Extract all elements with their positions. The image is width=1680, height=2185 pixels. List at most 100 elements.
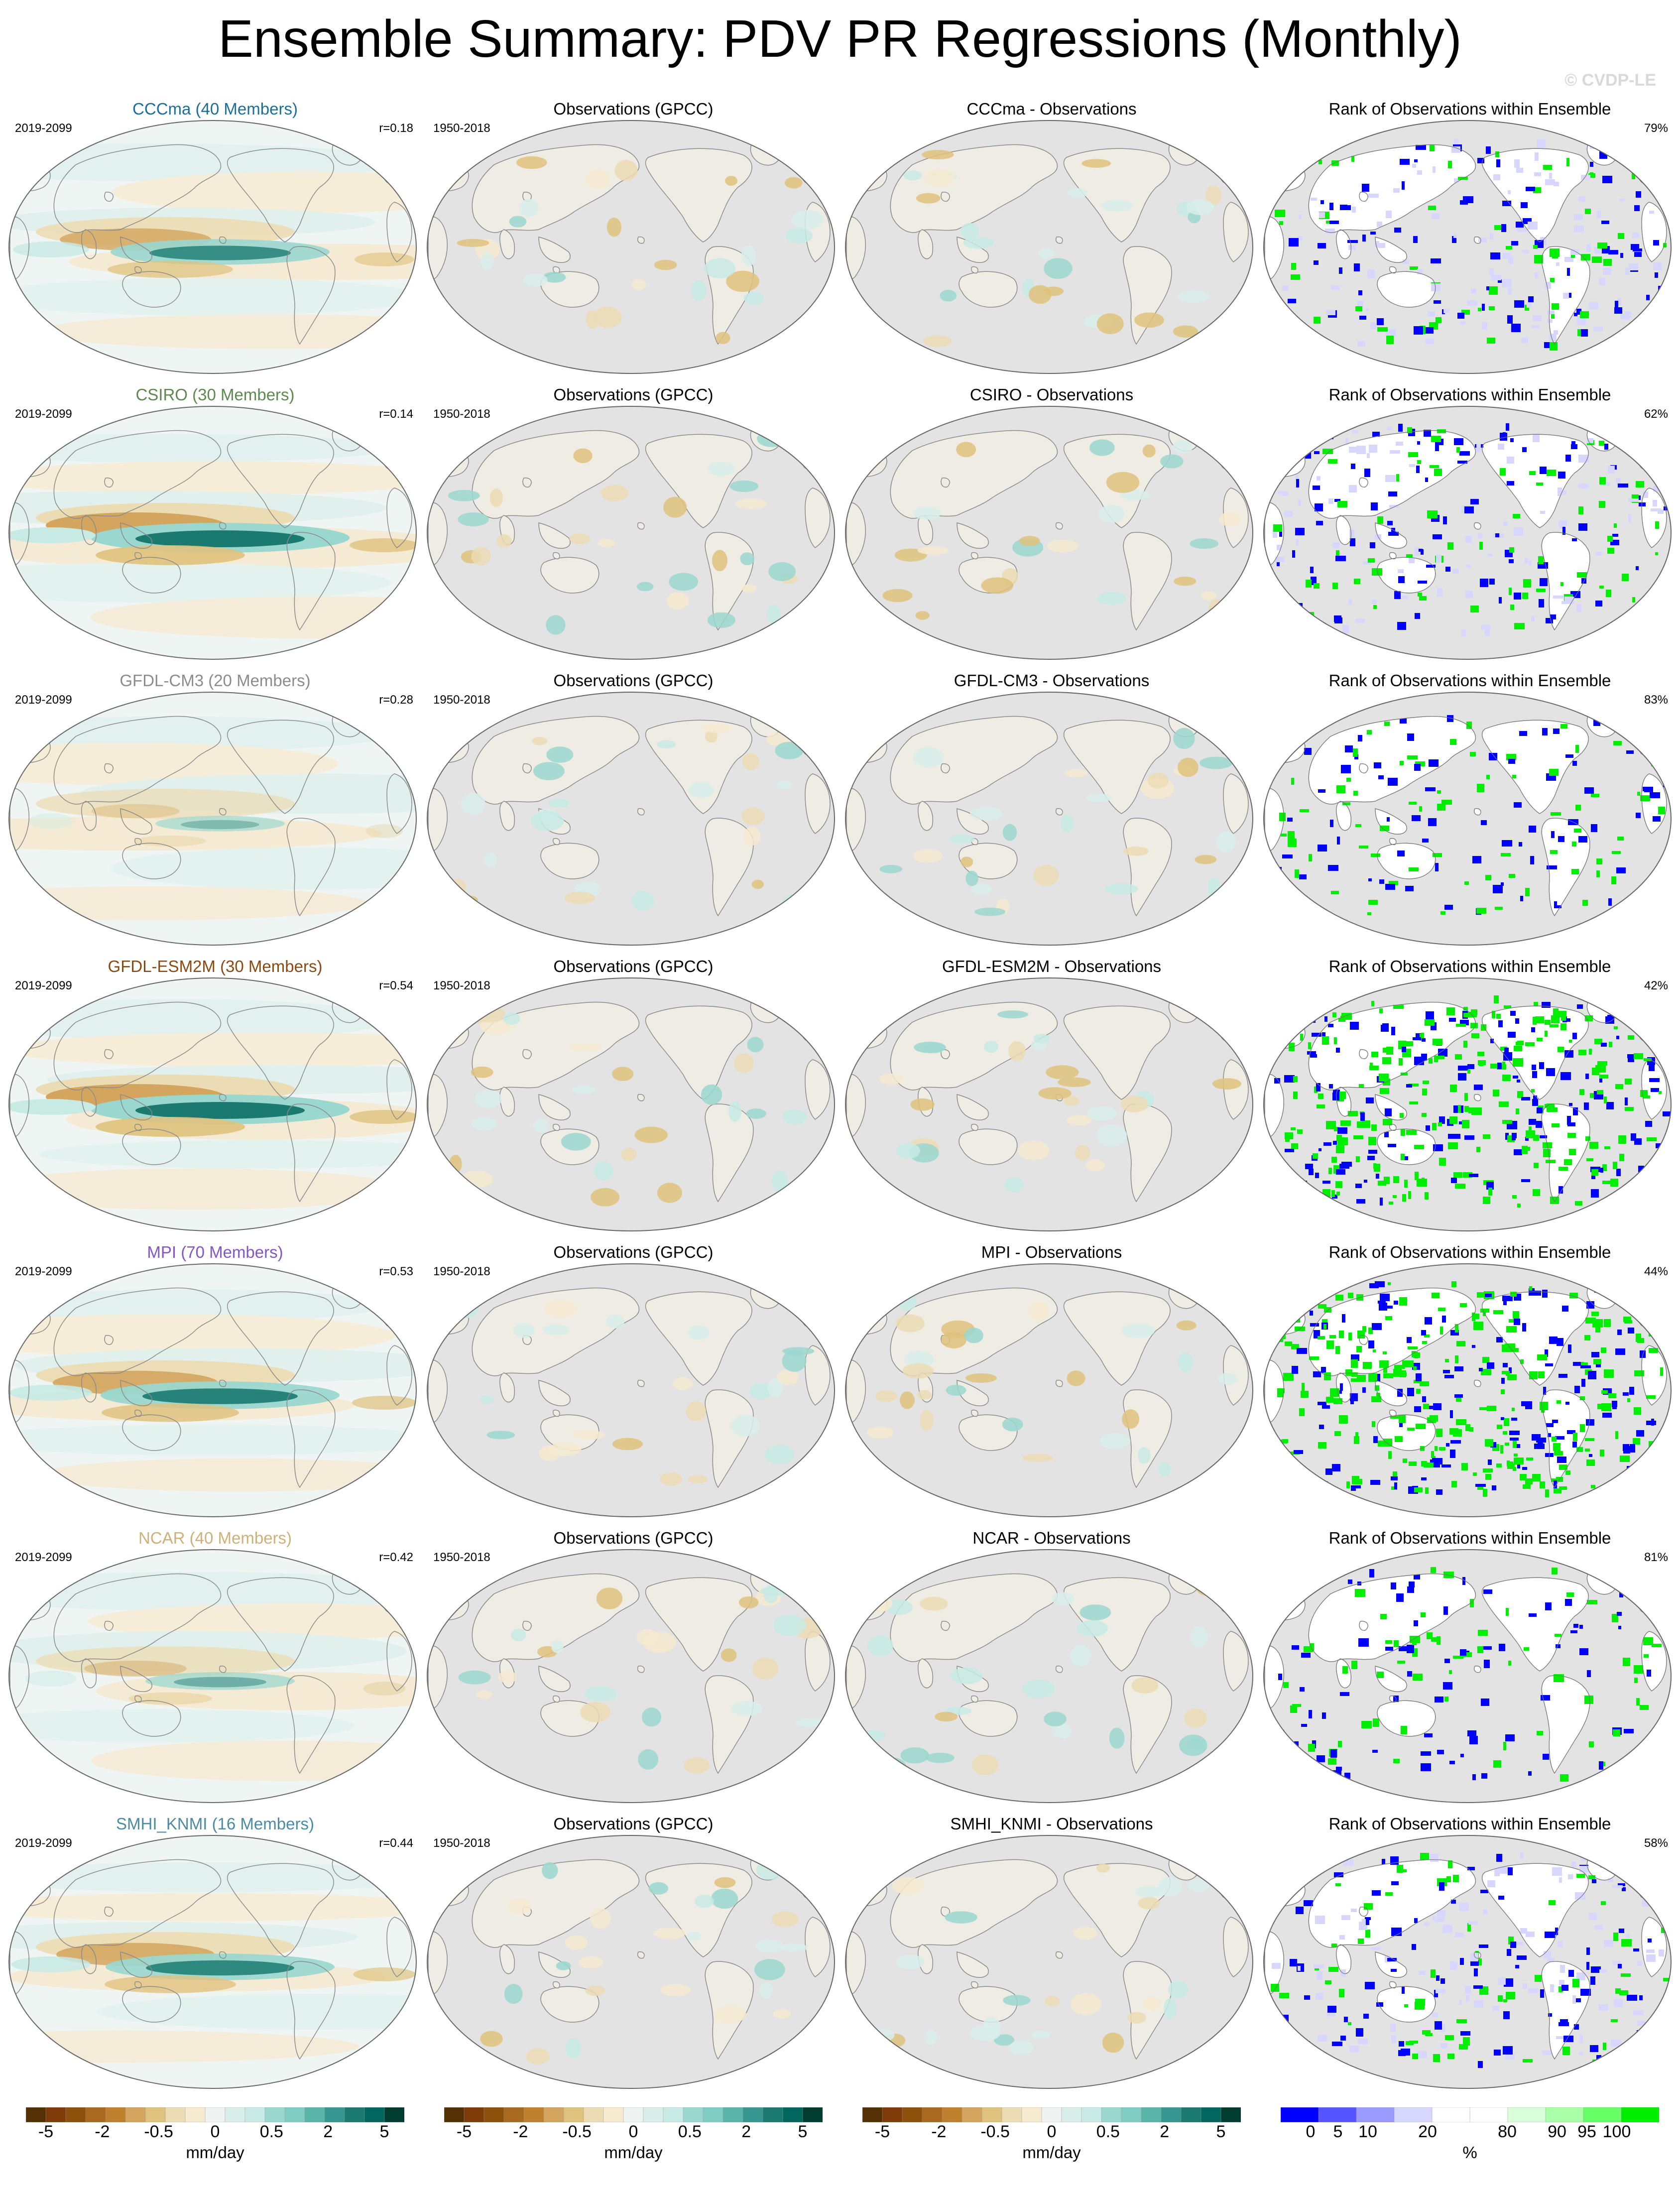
obs-panel-title: Observations (GPCC) bbox=[553, 671, 714, 690]
rank-map bbox=[1263, 1549, 1672, 1803]
colorbar-swatch bbox=[762, 2107, 783, 2123]
rank-panel-title: Rank of Observations within Ensemble bbox=[1328, 100, 1611, 118]
colorbar-swatch bbox=[1001, 2107, 1022, 2123]
model-panel-title: CSIRO (30 Members) bbox=[135, 385, 295, 404]
correlation-label: r=0.28 bbox=[379, 693, 413, 707]
colorbar-tick-label: 0.5 bbox=[678, 2122, 702, 2141]
diff-panel: NCAR - Observations bbox=[842, 1529, 1261, 1815]
model-map bbox=[8, 1263, 417, 1517]
colorbar-tick-label: 0 bbox=[1306, 2122, 1316, 2141]
model-map bbox=[8, 1549, 417, 1803]
colorbar-swatch bbox=[284, 2107, 305, 2123]
colorbar-tick-label: 2 bbox=[323, 2122, 333, 2141]
colorbar-swatch bbox=[364, 2107, 385, 2123]
model-map bbox=[8, 120, 417, 374]
colorbar-tick-label: 5 bbox=[1333, 2122, 1343, 2141]
figure-title: Ensemble Summary: PDV PR Regressions (Mo… bbox=[218, 9, 1462, 68]
colorbar-swatch bbox=[324, 2107, 345, 2123]
model-panel: GFDL-ESM2M (30 Members) 2019-2099 r=0.54 bbox=[6, 957, 424, 1243]
obs-panel: Observations (GPCC) 1950-2018 bbox=[424, 100, 842, 385]
colorbar-swatch bbox=[1356, 2107, 1395, 2123]
obs-panel-title: Observations (GPCC) bbox=[553, 1815, 714, 1833]
colorbar-swatch bbox=[1181, 2107, 1201, 2123]
correlation-label: r=0.53 bbox=[379, 1265, 413, 1278]
colorbar-swatch bbox=[942, 2107, 962, 2123]
colorbar: 0 5 10 20 80 90 95 100% bbox=[1280, 2107, 1660, 2162]
colorbar-swatch bbox=[25, 2107, 46, 2123]
diff-panel-title: GFDL-ESM2M - Observations bbox=[942, 957, 1162, 975]
rank-percent-label: 42% bbox=[1644, 979, 1668, 992]
colorbar-swatch bbox=[225, 2107, 245, 2123]
colorbar-swatch bbox=[603, 2107, 624, 2123]
diff-panel-title: MPI - Observations bbox=[981, 1243, 1122, 1261]
colorbar-tick-label: 0 bbox=[1047, 2122, 1057, 2141]
rank-percent-label: 83% bbox=[1644, 693, 1668, 707]
colorbar-unit-label: mm/day bbox=[186, 2143, 244, 2162]
diff-panel: CCCma - Observations bbox=[842, 100, 1261, 385]
diff-map bbox=[845, 1835, 1253, 2089]
colorbar: -5 -2 -0.5 0 0.5 2 5 mm/day bbox=[862, 2107, 1241, 2162]
colorbar-swatch bbox=[105, 2107, 126, 2123]
colorbar-swatch bbox=[185, 2107, 206, 2123]
obs-period-label: 1950-2018 bbox=[433, 407, 490, 421]
diff-panel-title: NCAR - Observations bbox=[972, 1529, 1131, 1547]
colorbar-swatch bbox=[264, 2107, 285, 2123]
colorbar-swatch bbox=[1469, 2107, 1508, 2123]
colorbar-tick-label: 0.5 bbox=[259, 2122, 283, 2141]
diff-map bbox=[845, 692, 1253, 946]
diff-panel-title: SMHI_KNMI - Observations bbox=[950, 1815, 1153, 1833]
obs-panel: Observations (GPCC) 1950-2018 bbox=[424, 385, 842, 671]
colorbar-tick-label: 0.5 bbox=[1096, 2122, 1120, 2141]
colorbar-swatch bbox=[384, 2107, 405, 2123]
colorbar-swatch bbox=[543, 2107, 564, 2123]
diff-panel: GFDL-ESM2M - Observations bbox=[842, 957, 1261, 1243]
colorbar-tick-label: 20 bbox=[1418, 2122, 1437, 2141]
model-panel: GFDL-CM3 (20 Members) 2019-2099 r=0.28 bbox=[6, 671, 424, 957]
obs-panel-title: Observations (GPCC) bbox=[553, 385, 714, 404]
colorbar-tick-label: 2 bbox=[1160, 2122, 1170, 2141]
model-panel-title: GFDL-CM3 (20 Members) bbox=[120, 671, 311, 690]
diff-panel: GFDL-CM3 - Observations bbox=[842, 671, 1261, 957]
rank-panel-title: Rank of Observations within Ensemble bbox=[1328, 1243, 1611, 1261]
model-panel: SMHI_KNMI (16 Members) 2019-2099 r=0.44 bbox=[6, 1815, 424, 2100]
correlation-label: r=0.18 bbox=[379, 121, 413, 135]
diff-map bbox=[845, 1263, 1253, 1517]
colorbar-swatch bbox=[1121, 2107, 1142, 2123]
colorbar-tick-label: -2 bbox=[513, 2122, 528, 2141]
colorbar-swatch bbox=[922, 2107, 943, 2123]
colorbar-swatch bbox=[523, 2107, 544, 2123]
colorbar-swatch bbox=[145, 2107, 166, 2123]
colorbar-tick-label: -5 bbox=[874, 2122, 890, 2141]
colorbar-tick-label: -0.5 bbox=[562, 2122, 592, 2141]
colorbar-swatch bbox=[862, 2107, 883, 2123]
model-panel: CCCma (40 Members) 2019-2099 r=0.18 bbox=[6, 100, 424, 385]
rank-map bbox=[1263, 692, 1672, 946]
model-panel: NCAR (40 Members) 2019-2099 r=0.42 bbox=[6, 1529, 424, 1815]
obs-panel-title: Observations (GPCC) bbox=[553, 1243, 714, 1261]
colorbar-tick-label: -0.5 bbox=[144, 2122, 173, 2141]
model-panel-title: MPI (70 Members) bbox=[147, 1243, 283, 1261]
obs-period-label: 1950-2018 bbox=[433, 979, 490, 992]
rank-percent-label: 81% bbox=[1644, 1551, 1668, 1564]
obs-period-label: 1950-2018 bbox=[433, 1265, 490, 1278]
obs-map bbox=[427, 120, 835, 374]
colorbar-tick-label: 5 bbox=[1216, 2122, 1226, 2141]
obs-panel: Observations (GPCC) 1950-2018 bbox=[424, 671, 842, 957]
colorbar-swatch bbox=[563, 2107, 584, 2123]
colorbar-swatch bbox=[483, 2107, 504, 2123]
colorbar-swatch bbox=[703, 2107, 723, 2123]
correlation-label: r=0.42 bbox=[379, 1551, 413, 1564]
rank-map bbox=[1263, 120, 1672, 374]
colorbar-swatch bbox=[45, 2107, 66, 2123]
rank-panel: Rank of Observations within Ensemble 44% bbox=[1261, 1243, 1679, 1529]
obs-period-label: 1950-2018 bbox=[433, 693, 490, 707]
period-label: 2019-2099 bbox=[15, 979, 72, 992]
colorbar-swatch bbox=[882, 2107, 903, 2123]
rank-panel: Rank of Observations within Ensemble 42% bbox=[1261, 957, 1679, 1243]
colorbar-swatch bbox=[583, 2107, 604, 2123]
colorbar-tick-label: 90 bbox=[1548, 2122, 1566, 2141]
period-label: 2019-2099 bbox=[15, 1551, 72, 1564]
model-map bbox=[8, 692, 417, 946]
rank-panel: Rank of Observations within Ensemble 62% bbox=[1261, 385, 1679, 671]
rank-map bbox=[1263, 977, 1672, 1231]
